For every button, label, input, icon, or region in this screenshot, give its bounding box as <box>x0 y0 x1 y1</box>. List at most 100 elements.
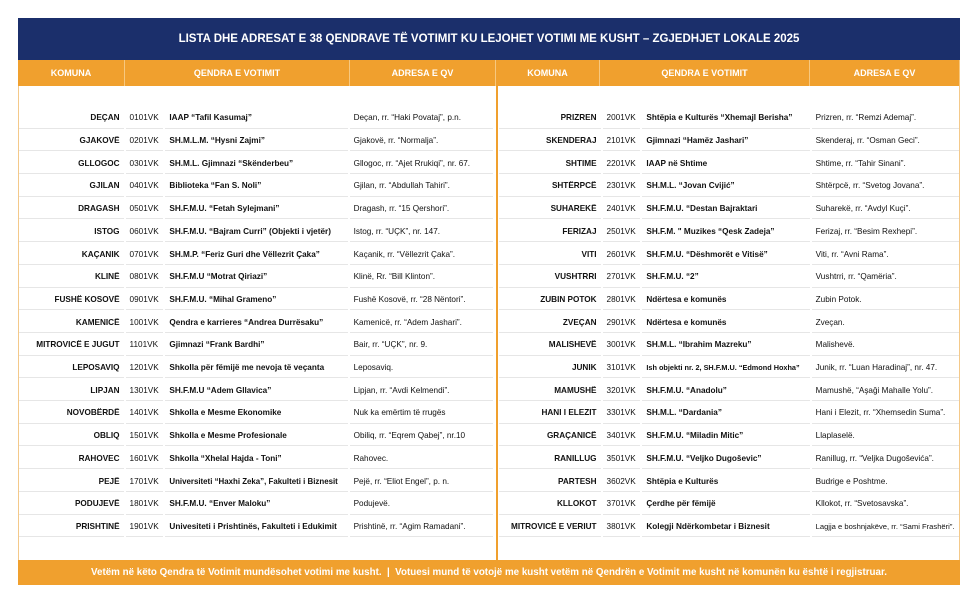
center-name: SH.F.M.U. “Bajram Curri” (Objekti i vjet… <box>165 222 348 243</box>
center-name: SH.F.M.U. “Dëshmorët e Vitisë” <box>642 244 810 265</box>
address: Hani i Elezit, rr. “Xhemsedin Suma”. <box>811 403 959 424</box>
municipality: DEÇAN <box>19 108 124 129</box>
municipality: GJILAN <box>19 176 124 197</box>
table-row: KAÇANIK 0701VK SH.M.P. “Feriz Guri dhe Vël… <box>19 244 961 267</box>
table-row: DRAGASH 0501VK SH.F.M.U. “Fetah Sylejmani”… <box>19 199 961 222</box>
municipality: VITI <box>498 244 601 265</box>
municipality: RAHOVEC <box>19 449 124 470</box>
table-row: LIPJAN 1301VK SH.F.M.U “Adem Gllavica” Lipj… <box>19 380 961 403</box>
code: 3602VK <box>602 471 641 492</box>
code: 1601VK <box>125 449 164 470</box>
code: 3501VK <box>602 449 641 470</box>
municipality: FERIZAJ <box>498 222 601 243</box>
center-name: Ndërtesa e komunës <box>642 312 810 333</box>
address: Budrige e Poshtme. <box>811 471 959 492</box>
table-row: PEJË 1701VK Universiteti “Haxhi Zeka”, Fak… <box>19 471 961 494</box>
municipality: NOVOBËRDË <box>19 403 124 424</box>
center-name: Biblioteka “Fan S. Noli” <box>165 176 348 197</box>
municipality: KLINË <box>19 267 124 288</box>
center-name: Shtëpia e Kulturës “Xhemajl Berisha” <box>642 108 810 129</box>
address: Suharekë, rr. “Avdyl Kuçi”. <box>811 199 959 220</box>
center-name: Ish objekti nr. 2, SH.F.M.U. “Edmond Hox… <box>642 358 810 379</box>
code: 3301VK <box>602 403 641 424</box>
center-name: SH.F.M.U. “Enver Maloku” <box>165 494 348 515</box>
table-row: LEPOSAVIQ 1201VK Shkolla për fëmijë me nev… <box>19 358 961 381</box>
address: Skenderaj, rr. “Osman Geci”. <box>811 131 959 152</box>
code: 1701VK <box>125 471 164 492</box>
code: 3801VK <box>602 517 641 538</box>
code: 2301VK <box>602 176 641 197</box>
code: 0101VK <box>125 108 164 129</box>
address: Prizren, rr. “Remzi Ademaj”. <box>811 108 959 129</box>
code: 2701VK <box>602 267 641 288</box>
address: Kaçanik, rr. “Vëllezrit Çaka”. <box>349 244 493 265</box>
code: 1501VK <box>125 426 164 447</box>
address: Lipjan, rr. “Avdi Kelmendi”. <box>349 380 493 402</box>
code: 1201VK <box>125 358 164 379</box>
code: 0701VK <box>125 244 164 265</box>
center-name: Shkolla e Mesme Ekonomike <box>165 403 348 424</box>
code: 0301VK <box>125 153 164 175</box>
table-row: DEÇAN 0101VK IAAP “Tafil Kasumaj” Deçan, rr… <box>19 108 961 131</box>
municipality: PARTESH <box>498 471 601 492</box>
center-name: SH.M.P. “Feriz Guri dhe Vëllezrit Çaka” <box>165 244 348 265</box>
municipality: MITROVICË E VERIUT <box>498 517 601 538</box>
center-name: SH.F.M.U. “Veljko Dugoševic” <box>642 449 810 470</box>
code: 3101VK <box>602 358 641 379</box>
address: Malishevë. <box>811 335 959 356</box>
code: 2101VK <box>602 131 641 152</box>
municipality: HANI I ELEZIT <box>498 403 601 424</box>
code: 0201VK <box>125 131 164 152</box>
center-name: Gjimnazi “Frank Bardhi” <box>165 335 348 356</box>
title: LISTA DHE ADRESAT E 38 QENDRAVE TË VOTIM… <box>18 18 960 60</box>
table-row: GLLOGOC 0301VK SH.M.L. Gjimnazi “Skënderbe… <box>19 153 961 176</box>
municipality: FUSHË KOSOVË <box>19 290 124 311</box>
center-name: SH.M.L. “Dardania” <box>642 403 810 424</box>
footer: Vetëm në këto Qendra të Votimit mundësoh… <box>18 560 960 585</box>
municipality: KAMENICË <box>19 312 124 333</box>
address: Bair, rr. “UÇK”, nr. 9. <box>349 335 493 356</box>
header-cell: KOMUNA <box>496 60 600 86</box>
center-name: IAAP “Tafil Kasumaj” <box>165 108 348 129</box>
table-row: PRISHTINË 1901VK Univesiteti i Prishtinës,… <box>19 517 961 540</box>
address: Llaplaselë. <box>811 426 959 447</box>
address: Lagjja e boshnjakëve, rr. “Sami Frashëri… <box>811 517 959 538</box>
address: Zveçan. <box>811 312 959 333</box>
address: Obiliq, rr. “Eqrem Qabej”, nr.10 <box>349 426 493 447</box>
table-row: OBLIQ 1501VK Shkolla e Mesme Profesionale O… <box>19 426 961 449</box>
code: 1101VK <box>125 335 164 356</box>
code: 2501VK <box>602 222 641 243</box>
code: 1901VK <box>125 517 164 538</box>
code: 1801VK <box>125 494 164 515</box>
municipality: MITROVICË E JUGUT <box>19 335 124 356</box>
code: 1001VK <box>125 312 164 333</box>
address: Nuk ka emërtim të rrugës <box>349 403 493 424</box>
municipality: ZUBIN POTOK <box>498 290 601 311</box>
center-name: SH.M.L. “Ibrahim Mazreku” <box>642 335 810 356</box>
municipality: PRIZREN <box>498 108 601 129</box>
code: 0901VK <box>125 290 164 311</box>
table-row: KAMENICË 1001VK Qendra e karrieres “Andrea… <box>19 312 961 335</box>
code: 3701VK <box>602 494 641 515</box>
address: Gjilan, rr. “Abdullah Tahiri”. <box>349 176 493 197</box>
municipality: KAÇANIK <box>19 244 124 265</box>
table-header: KOMUNA QENDRA E VOTIMIT ADRESA E QV KOMUNA Q… <box>18 60 960 86</box>
center-name: Shkolla “Xhelal Hajda - Toni” <box>165 449 348 470</box>
address: Gllogoc, rr. “Ajet Rrukiqi”, nr. 67. <box>349 153 493 175</box>
center-name: Universiteti “Haxhi Zeka”, Fakulteti i B… <box>165 471 348 492</box>
center-name: SH.F.M.U. “Fetah Sylejmani” <box>165 199 348 220</box>
center-name: Shtëpia e Kulturës <box>642 471 810 492</box>
municipality: GJAKOVË <box>19 131 124 152</box>
header-cell: QENDRA E VOTIMIT <box>600 60 810 86</box>
table-row: GJAKOVË 0201VK SH.M.L.M. “Hysni Zajmi” Gjak… <box>19 131 961 154</box>
municipality: OBLIQ <box>19 426 124 447</box>
municipality: PEJË <box>19 471 124 492</box>
municipality: PODUJEVË <box>19 494 124 515</box>
center-name: Shkolla e Mesme Profesionale <box>165 426 348 447</box>
center-name: SH.M.L. Gjimnazi “Skënderbeu” <box>165 153 348 175</box>
center-name: IAAP në Shtime <box>642 153 810 175</box>
address: Podujevë. <box>349 494 493 515</box>
code: 0401VK <box>125 176 164 197</box>
code: 3001VK <box>602 335 641 356</box>
